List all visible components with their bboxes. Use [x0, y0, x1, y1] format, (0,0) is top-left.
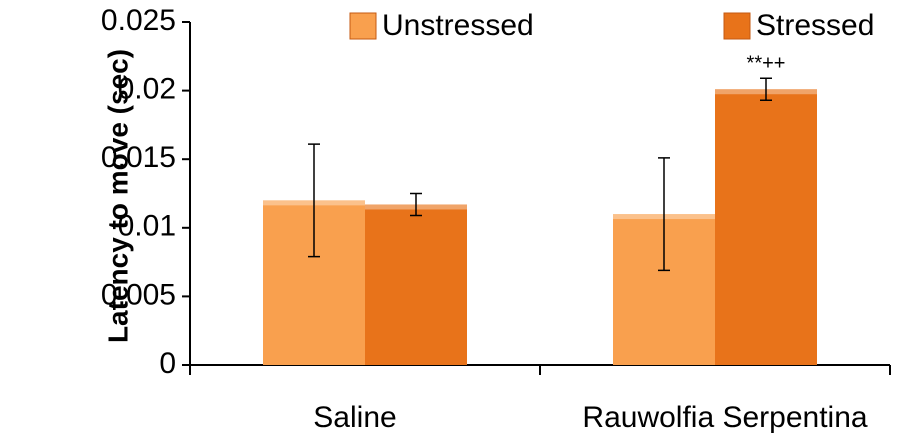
- legend-label: Unstressed: [382, 9, 534, 42]
- legend-swatch: [349, 12, 377, 40]
- annotation: **++: [747, 53, 786, 75]
- y-tick-label: 0.02: [118, 73, 176, 106]
- y-axis-label: Latency to move (sec): [102, 49, 133, 343]
- y-tick-label: 0: [159, 347, 176, 380]
- y-tick-label: 0.005: [101, 278, 176, 311]
- bar: [365, 204, 467, 365]
- error-bar: [410, 192, 422, 217]
- error-bar: [658, 157, 670, 272]
- y-tick-label: 0.01: [118, 210, 176, 243]
- x-tick-label: Rauwolfia Serpentina: [582, 401, 867, 434]
- x-tick-label: Saline: [313, 401, 396, 434]
- error-bar: [760, 77, 772, 101]
- y-tick-label: 0.015: [101, 141, 176, 174]
- bar: [715, 89, 817, 365]
- y-tick-label: 0.025: [101, 4, 176, 37]
- legend-label: Stressed: [756, 9, 874, 42]
- legend-swatch: [723, 12, 751, 40]
- error-bar: [308, 143, 320, 258]
